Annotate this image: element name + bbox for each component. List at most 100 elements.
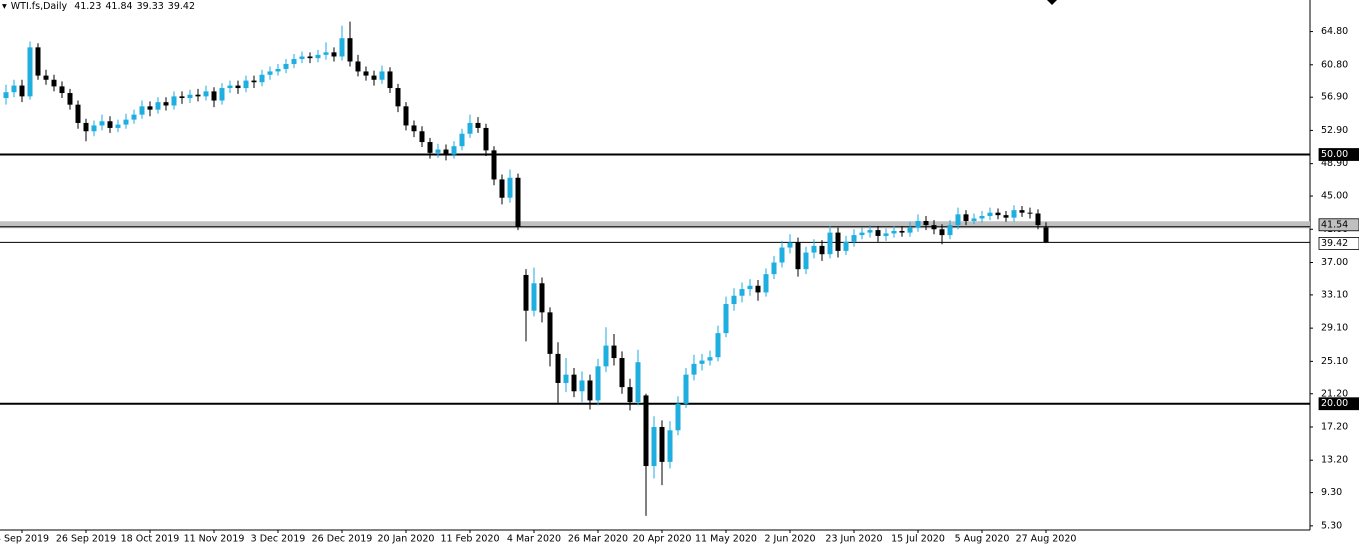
candle-body [651, 426, 657, 467]
candle-body [107, 121, 113, 128]
candle-body [11, 85, 17, 93]
candle-body [1019, 210, 1025, 213]
candle-body [611, 345, 617, 359]
x-tick-label: 20 Jan 2020 [378, 534, 435, 545]
candle-body [467, 122, 473, 134]
candle-body [1003, 215, 1009, 218]
candle-body [579, 380, 585, 392]
candle-body [123, 119, 129, 125]
candle-body [899, 230, 905, 233]
bid-box [1318, 218, 1359, 232]
last-box [1318, 237, 1359, 250]
candle-body [115, 124, 121, 128]
candle-body [643, 395, 649, 467]
level-label: 50.00 [1321, 149, 1348, 160]
candle-body [867, 230, 873, 233]
candle-body [91, 125, 97, 132]
y-tick-label: 5.30 [1321, 520, 1342, 531]
candle-body [147, 106, 153, 110]
candle-body [483, 127, 489, 151]
x-tick-label: 3 Dec 2019 [251, 534, 306, 545]
x-tick-label: 4 Mar 2020 [507, 534, 561, 545]
candle-body [211, 91, 217, 101]
candle-body [915, 220, 921, 228]
x-tick-label: 11 May 2020 [695, 534, 757, 545]
candle-body [419, 131, 425, 143]
candle-body [67, 93, 73, 105]
open-value: 41.23 [74, 1, 102, 12]
x-tick-label: 26 Dec 2019 [312, 534, 373, 545]
x-tick-label: 27 Aug 2020 [1016, 534, 1077, 545]
candle-body [43, 75, 49, 80]
candle-body [219, 88, 225, 101]
candle-body [587, 380, 593, 401]
candle-body [971, 218, 977, 221]
candle-body [595, 366, 601, 401]
candle-body [699, 360, 705, 364]
y-tick-label: 60.80 [1321, 59, 1348, 70]
candle-body [27, 47, 33, 97]
candle-body [739, 289, 745, 296]
candle-body [451, 146, 457, 155]
candle-body [619, 358, 625, 388]
candle-body [931, 225, 937, 230]
candle-body [531, 283, 537, 311]
candle-body [347, 38, 353, 62]
candle-body [851, 235, 857, 242]
y-tick-label: 64.80 [1321, 26, 1348, 37]
candle-body [235, 85, 241, 89]
candle-body [75, 104, 81, 123]
candle-body [883, 233, 889, 236]
candle-body [715, 333, 721, 358]
y-tick-label: 13.20 [1321, 455, 1348, 466]
candle-body [987, 212, 993, 216]
candle-body [955, 214, 961, 226]
candle-body [227, 85, 233, 89]
symbol: WTI.fs,Daily [10, 1, 68, 12]
candle-body [315, 54, 321, 59]
candle-body [683, 374, 689, 404]
candle-body [299, 56, 305, 59]
candle-body [259, 74, 265, 83]
level-label: 20.00 [1321, 398, 1348, 409]
x-tick-label: 5 Aug 2020 [955, 534, 1010, 545]
candle-body [323, 52, 329, 55]
candle-body [923, 220, 929, 226]
candle-body [771, 262, 777, 275]
candle-body [555, 353, 561, 383]
x-tick-label: 11 Nov 2019 [184, 534, 245, 545]
candle-body [491, 150, 497, 180]
candle-body [1043, 227, 1049, 243]
candle-body [395, 88, 401, 107]
candle-body [627, 387, 633, 403]
candle-body [963, 214, 969, 221]
candle-body [307, 56, 313, 59]
candle-body [547, 312, 553, 354]
candle-body [755, 285, 761, 293]
level-box [1318, 148, 1359, 161]
chart-header: ▾ WTI.fs,Daily 41.23 41.84 39.33 39.42 [2, 1, 199, 12]
candle-body [563, 374, 569, 383]
candle-body [155, 102, 161, 110]
candle-body [403, 106, 409, 126]
candle-body [675, 403, 681, 431]
candle-body [83, 122, 89, 132]
candle-body [3, 92, 9, 99]
marker-icon [1047, 0, 1057, 5]
candle-body [875, 230, 881, 236]
y-tick-label: 33.10 [1321, 289, 1348, 300]
candle-body [203, 91, 209, 97]
candle-body [795, 242, 801, 270]
x-tick-label: 23 Jun 2020 [825, 534, 882, 545]
x-tick-label: 18 Oct 2019 [121, 534, 180, 545]
candle-body [267, 71, 273, 75]
candle-body [51, 79, 57, 87]
candle-body [659, 426, 665, 462]
candle-body [163, 102, 169, 106]
candle-body [435, 149, 441, 153]
candle-body [523, 274, 529, 311]
candle-body [179, 96, 185, 99]
y-tick-label: 17.20 [1321, 421, 1348, 432]
candle-body [947, 225, 953, 236]
candle-body [603, 345, 609, 367]
